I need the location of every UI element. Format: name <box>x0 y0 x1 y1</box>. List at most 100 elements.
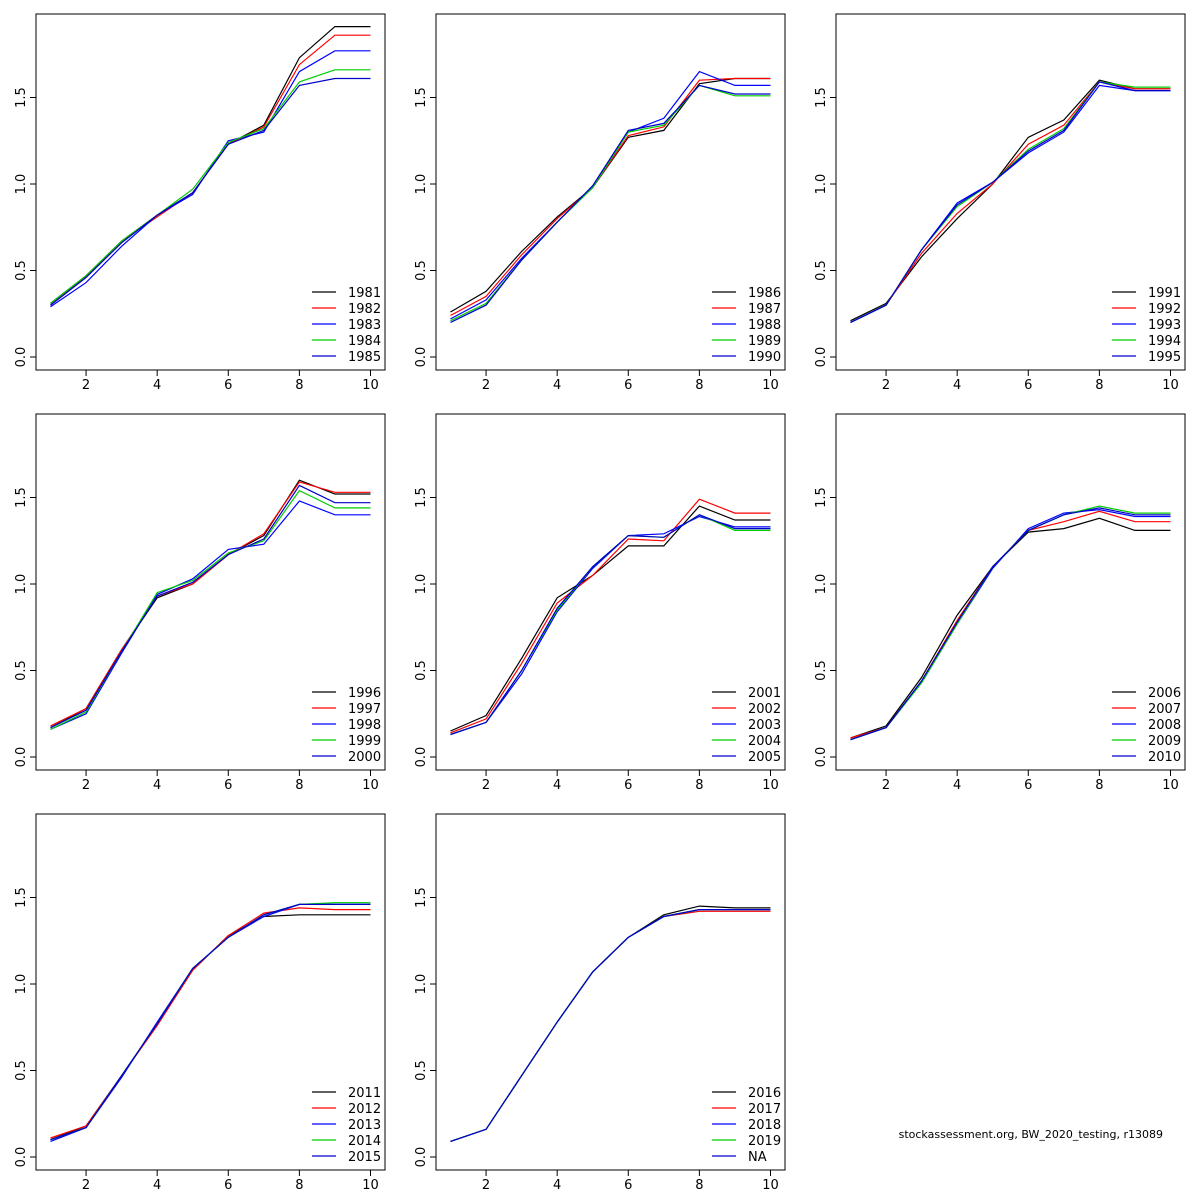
series-line <box>450 908 771 1142</box>
y-tick-label: 1.5 <box>814 87 829 108</box>
plot-frame <box>35 413 386 771</box>
legend-label: 1998 <box>348 718 381 733</box>
legend-label: 1989 <box>748 334 781 349</box>
x-tick-label: 6 <box>624 378 632 393</box>
legend-label: 2011 <box>348 1086 381 1101</box>
y-tick-label: 1.0 <box>14 574 29 595</box>
y-tick-label: 0.5 <box>414 660 429 681</box>
x-tick-label: 10 <box>762 378 779 393</box>
series-line <box>450 514 771 736</box>
x-tick-label: 8 <box>1095 778 1103 793</box>
x-tick-label: 6 <box>624 778 632 793</box>
series-line <box>50 500 371 730</box>
series-line <box>50 50 371 308</box>
series-line <box>450 498 771 734</box>
x-tick-label: 10 <box>362 1178 379 1193</box>
legend-label: 1991 <box>1148 286 1181 301</box>
series-line <box>50 907 371 1139</box>
legend-label: 2002 <box>748 702 781 717</box>
legend-label: 2009 <box>1148 734 1181 749</box>
x-tick-label: 10 <box>762 778 779 793</box>
series-line <box>50 77 371 306</box>
x-tick-label: 10 <box>362 378 379 393</box>
x-tick-label: 6 <box>1024 778 1032 793</box>
y-tick-label: 0.5 <box>814 660 829 681</box>
legend-label: 1981 <box>348 286 381 301</box>
y-tick-label: 1.0 <box>414 974 429 995</box>
plot-frame <box>835 413 1186 771</box>
x-tick-label: 8 <box>295 778 303 793</box>
y-tick-label: 0.5 <box>14 260 29 281</box>
x-tick-label: 8 <box>1095 378 1103 393</box>
legend-label: 2003 <box>748 718 781 733</box>
y-tick-label: 1.0 <box>14 174 29 195</box>
x-tick-label: 4 <box>553 778 561 793</box>
series-line <box>50 903 371 1141</box>
x-tick-label: 4 <box>953 778 961 793</box>
y-tick-label: 0.5 <box>814 260 829 281</box>
legend-label: 2014 <box>348 1134 381 1149</box>
series-line <box>450 77 771 313</box>
y-tick-label: 1.5 <box>414 87 429 108</box>
legend-label: 1986 <box>748 286 781 301</box>
x-tick-label: 6 <box>224 778 232 793</box>
y-tick-label: 1.5 <box>14 487 29 508</box>
series-line <box>50 902 371 1141</box>
plot-frame <box>835 13 1186 371</box>
series-line <box>50 481 371 727</box>
series-line <box>850 510 1171 739</box>
x-tick-label: 4 <box>553 378 561 393</box>
x-tick-label: 8 <box>695 378 703 393</box>
x-tick-label: 2 <box>82 778 90 793</box>
series-line <box>850 517 1171 739</box>
x-tick-label: 4 <box>553 1178 561 1193</box>
x-tick-label: 4 <box>153 778 161 793</box>
x-tick-label: 6 <box>224 1178 232 1193</box>
y-tick-label: 0.5 <box>414 260 429 281</box>
legend-label: 2013 <box>348 1118 381 1133</box>
legend-label: 2001 <box>748 686 781 701</box>
series-line <box>50 903 371 1142</box>
x-tick-label: 2 <box>882 778 890 793</box>
series-line <box>450 905 771 1142</box>
legend-label: 2005 <box>748 750 781 765</box>
x-tick-label: 2 <box>482 378 490 393</box>
legend-label: 1999 <box>348 734 381 749</box>
x-tick-label: 10 <box>762 1178 779 1193</box>
legend-label: 1993 <box>1148 318 1181 333</box>
y-tick-label: 0.0 <box>814 747 829 768</box>
legend-label: NA <box>748 1150 767 1165</box>
series-line <box>450 84 771 323</box>
legend-label: 1997 <box>348 702 381 717</box>
x-tick-label: 2 <box>82 378 90 393</box>
legend-label: 2010 <box>1148 750 1181 765</box>
x-tick-label: 8 <box>695 1178 703 1193</box>
x-tick-label: 10 <box>1162 378 1179 393</box>
y-tick-label: 1.5 <box>814 487 829 508</box>
x-tick-label: 10 <box>1162 778 1179 793</box>
series-line <box>850 508 1171 741</box>
y-tick-label: 0.0 <box>14 1147 29 1168</box>
series-line <box>450 505 771 732</box>
series-line <box>850 507 1171 741</box>
plot-frame <box>435 813 786 1171</box>
y-tick-label: 1.0 <box>414 574 429 595</box>
legend-label: 2012 <box>348 1102 381 1117</box>
legend-label: 2018 <box>748 1118 781 1133</box>
x-tick-label: 2 <box>82 1178 90 1193</box>
series-line <box>50 484 371 729</box>
legend-label: 2000 <box>348 750 381 765</box>
legend-label: 1996 <box>348 686 381 701</box>
legend-label: 1992 <box>1148 302 1181 317</box>
y-tick-label: 0.5 <box>14 1060 29 1081</box>
series-line <box>450 514 771 736</box>
plot-frame <box>35 13 386 371</box>
legend-label: 1994 <box>1148 334 1181 349</box>
